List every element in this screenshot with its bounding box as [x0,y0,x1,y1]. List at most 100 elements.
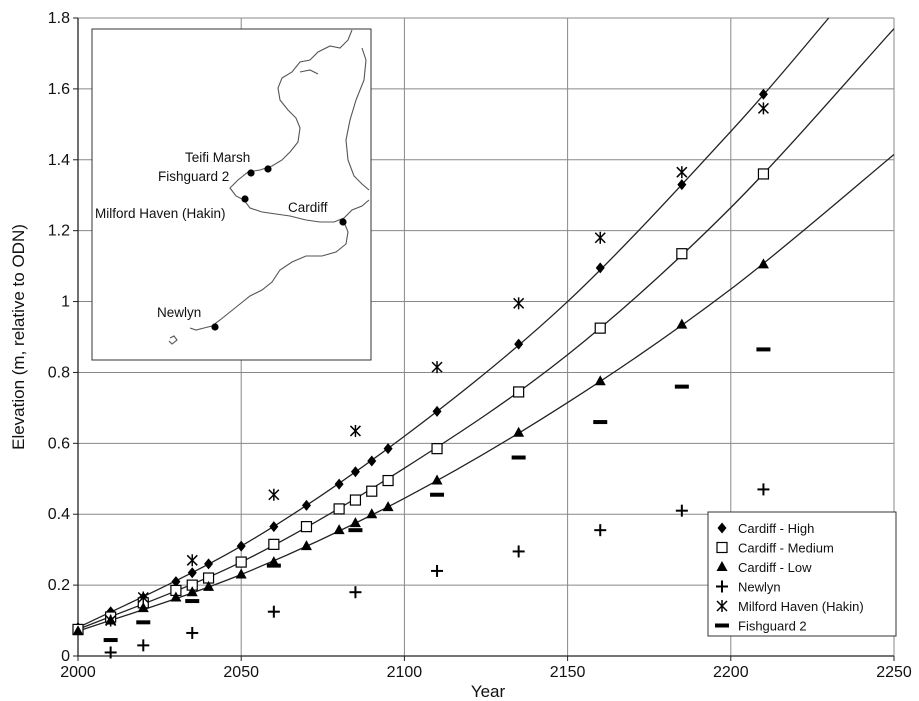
milford-haven-dot [241,195,249,203]
point-cardiff-high [350,466,360,478]
point-newlyn [137,639,150,652]
y-tick-label: 1 [61,294,70,311]
legend-marker-cardiff-high [717,522,727,534]
legend-label-newlyn: Newlyn [738,580,781,595]
point-fishguard-2 [674,384,689,389]
y-tick-label: 0.8 [48,364,70,381]
trendline-cardiff-low [77,153,895,632]
point-cardiff-low [170,591,182,602]
point-milford-haven-hakin [137,591,149,604]
map-label-cardiff: Cardiff [288,200,328,215]
point-newlyn [104,646,117,659]
y-tick-label: 0.6 [48,435,70,452]
point-newlyn [349,586,362,599]
point-milford-haven-hakin [676,166,688,179]
point-milford-haven-hakin [186,554,198,567]
point-cardiff-low [757,258,769,269]
inset-map: Teifi Marsh Fishguard 2 Milford Haven (H… [91,28,372,361]
wales-coastline [168,29,370,345]
point-cardiff-low [268,556,280,567]
point-cardiff-medium [268,538,280,550]
point-cardiff-medium [349,494,362,506]
legend: Cardiff - High Cardiff - Medium Cardiff - … [707,511,897,637]
point-cardiff-high [269,521,279,533]
legend-label-cardiff-high: Cardiff - High [738,521,814,536]
point-cardiff-high [334,478,344,490]
legend-label-cardiff-low: Cardiff - Low [738,560,812,575]
y-tick-label: 1.2 [48,223,70,240]
newlyn-dot [211,323,219,331]
point-milford-haven-hakin [268,488,280,501]
point-newlyn [675,504,688,517]
point-newlyn [431,564,444,577]
inset-map-frame [91,28,372,361]
legend-marker-fishguard-2 [715,623,729,628]
legend-label-cardiff-medium: Cardiff - Medium [738,541,834,556]
point-cardiff-high [187,567,197,579]
point-cardiff-low [366,508,378,519]
map-label-fishguard-2: Fishguard 2 [158,169,229,184]
point-cardiff-low [349,517,361,528]
x-axis-title: Year [471,682,506,701]
point-fishguard-2 [511,455,526,460]
point-cardiff-high [204,558,214,570]
point-cardiff-low [382,501,394,512]
x-tick-label: 2000 [60,664,96,681]
x-tick-label: 2050 [223,664,259,681]
legend-marker-milford-haven-hakin [716,600,728,612]
point-cardiff-medium [676,248,688,260]
point-cardiff-high [236,540,246,552]
point-newlyn [594,524,607,537]
point-milford-haven-hakin [349,424,361,437]
legend-frame [707,511,897,637]
point-cardiff-high [383,443,393,455]
point-cardiff-low [676,318,688,329]
data-points [72,88,771,659]
point-cardiff-low [235,568,247,579]
point-cardiff-low [186,586,198,597]
point-cardiff-low [333,524,345,535]
point-milford-haven-hakin [105,614,117,627]
point-newlyn [186,626,199,639]
point-cardiff-high [514,338,524,350]
point-cardiff-low [137,602,149,613]
point-cardiff-low [203,580,215,591]
point-milford-haven-hakin [757,102,769,115]
point-cardiff-high [595,262,605,274]
y-tick-label: 0.4 [48,506,70,523]
point-cardiff-medium [333,503,345,515]
y-tick-label: 1.6 [48,81,70,98]
legend-marker-cardiff-medium [716,541,728,554]
legend-marker-newlyn [716,580,728,593]
trendline-cardiff-high [77,17,830,629]
point-newlyn [757,483,770,496]
map-label-milford-haven: Milford Haven (Hakin) [95,206,226,221]
x-tick-label: 2100 [387,664,423,681]
point-cardiff-low [513,426,525,437]
point-newlyn [512,545,525,558]
point-cardiff-medium [431,443,443,455]
point-cardiff-high [432,405,442,417]
cardiff-dot [339,218,347,226]
point-newlyn [267,605,280,618]
point-cardiff-medium [513,386,525,398]
fishguard-2-dot [247,169,255,177]
y-tick-label: 1.8 [48,10,70,27]
legend-label-fishguard-2: Fishguard 2 [738,619,807,634]
point-cardiff-low [431,474,443,485]
point-cardiff-high [758,88,768,100]
point-fishguard-2 [756,347,771,352]
point-cardiff-medium [235,556,247,568]
point-fishguard-2 [103,638,118,643]
point-cardiff-medium [300,521,313,533]
point-cardiff-low [594,375,606,386]
point-cardiff-high [677,179,687,191]
point-cardiff-high [301,499,311,511]
point-milford-haven-hakin [431,361,443,374]
y-tick-label: 1.4 [48,152,70,169]
point-fishguard-2 [348,528,363,533]
legend-marker-cardiff-low [716,561,728,571]
y-tick-label: 0 [61,648,70,665]
point-cardiff-low [72,625,84,636]
